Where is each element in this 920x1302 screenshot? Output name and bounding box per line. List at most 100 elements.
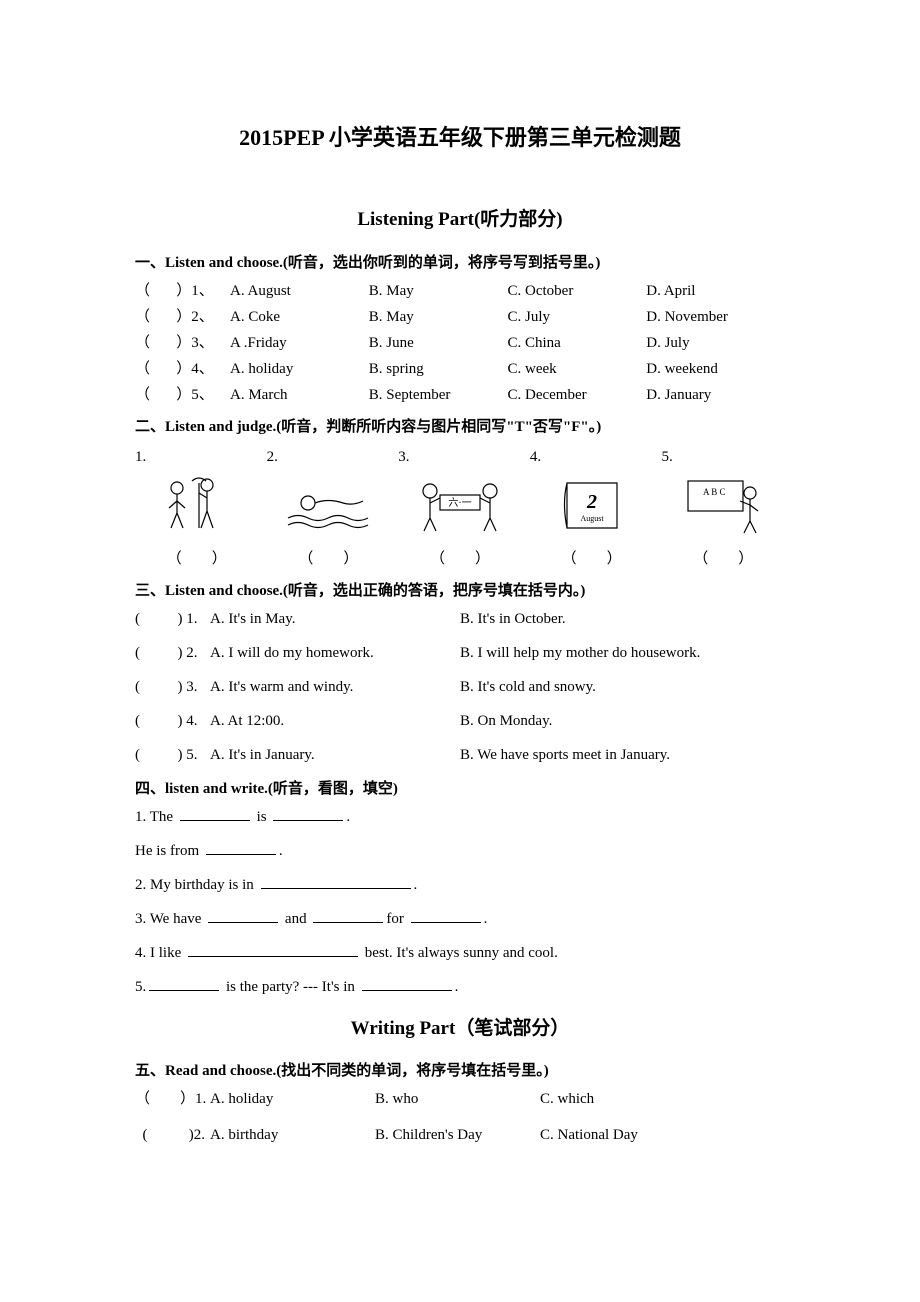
opt-a: A. It's warm and windy.	[210, 675, 460, 699]
blank	[411, 922, 481, 923]
paren: ( ) 3.	[135, 675, 210, 699]
img-num: 1.	[135, 445, 259, 469]
paren: ( ) 4.	[135, 709, 210, 733]
paren: ( ) 2.	[135, 641, 210, 665]
listening-part-title: Listening Part(听力部分)	[135, 205, 785, 235]
text: .	[346, 809, 350, 825]
children-banner-icon: 六·一	[398, 471, 522, 541]
opt-b: B. It's cold and snowy.	[460, 675, 785, 699]
s1-row: （ ）4、 A. holiday B. spring C. week D. we…	[135, 357, 785, 381]
blank	[180, 820, 250, 821]
text: 3. We have	[135, 911, 205, 927]
blank	[206, 854, 276, 855]
opt-a: A. It's in January.	[210, 743, 460, 767]
blank	[149, 990, 219, 991]
writing-part-title: Writing Part（笔试部分）	[135, 1014, 785, 1044]
opt-b: B. May	[369, 305, 508, 329]
paren: ( ) 5.	[135, 743, 210, 767]
text: He is from	[135, 843, 203, 859]
opt-c: C. which	[540, 1087, 785, 1111]
opt-b: B. May	[369, 279, 508, 303]
paren: （ ）2、	[135, 305, 230, 329]
svg-text:August: August	[580, 514, 604, 523]
opt-b: B. Children's Day	[375, 1123, 540, 1147]
opt-a: A. At 12:00.	[210, 709, 460, 733]
img-num: 2.	[267, 445, 391, 469]
text: .	[279, 843, 283, 859]
s4-line2: He is from .	[135, 839, 785, 863]
blank	[208, 922, 278, 923]
opt-d: D. July	[646, 331, 785, 355]
s3-row: ( ) 4. A. At 12:00. B. On Monday.	[135, 709, 785, 733]
opt-c: C. July	[508, 305, 647, 329]
s4-line1: 1. The is .	[135, 805, 785, 829]
opt-a: A. holiday	[210, 1087, 375, 1111]
opt-a: A. I will do my homework.	[210, 641, 460, 665]
text: .	[414, 877, 418, 893]
img-num: 4.	[530, 445, 654, 469]
img-num: 5.	[662, 445, 786, 469]
paren: （ ）4、	[135, 357, 230, 381]
s3-row: ( ) 1. A. It's in May. B. It's in Octobe…	[135, 607, 785, 631]
paren: （ ）	[662, 547, 786, 571]
opt-d: D. weekend	[646, 357, 785, 381]
opt-d: D. November	[646, 305, 785, 329]
text: best. It's always sunny and cool.	[361, 945, 558, 961]
swimming-icon	[267, 471, 391, 541]
opt-c: C. week	[508, 357, 647, 381]
text: 1. The	[135, 809, 177, 825]
opt-a: A. August	[230, 279, 369, 303]
paren-row: （ ） （ ） （ ） （ ） （ ）	[135, 547, 785, 571]
blank	[313, 922, 383, 923]
section2-header: 二、Listen and judge.(听音，判断所听内容与图片相同写"T"否写…	[135, 415, 785, 439]
opt-b: B. It's in October.	[460, 607, 785, 631]
s1-row: （ ）2、 A. Coke B. May C. July D. November	[135, 305, 785, 329]
text: is the party? --- It's in	[222, 979, 358, 995]
section1-header: 一、Listen and choose.(听音，选出你听到的单词，将序号写到括号…	[135, 251, 785, 275]
section3-header: 三、Listen and choose.(听音，选出正确的答语，把序号填在括号内…	[135, 579, 785, 603]
opt-c: C. October	[508, 279, 647, 303]
opt-c: C. China	[508, 331, 647, 355]
svg-text:2: 2	[586, 491, 597, 513]
opt-b: B. We have sports meet in January.	[460, 743, 785, 767]
opt-b: B. I will help my mother do housework.	[460, 641, 785, 665]
img-num: 3.	[398, 445, 522, 469]
opt-b: B. spring	[369, 357, 508, 381]
svg-text:六·一: 六·一	[448, 497, 471, 509]
blank	[362, 990, 452, 991]
opt-d: D. January	[646, 383, 785, 407]
opt-b: B. On Monday.	[460, 709, 785, 733]
opt-a: A. holiday	[230, 357, 369, 381]
opt-a: A. birthday	[210, 1123, 375, 1147]
s4-line3: 2. My birthday is in .	[135, 873, 785, 897]
s1-row: （ ）3、 A .Friday B. June C. China D. July	[135, 331, 785, 355]
text: 2. My birthday is in	[135, 877, 258, 893]
teacher-blackboard-icon: A B C	[662, 471, 786, 541]
opt-c: C. National Day	[540, 1123, 785, 1147]
s3-row: ( ) 5. A. It's in January. B. We have sp…	[135, 743, 785, 767]
opt-a: A .Friday	[230, 331, 369, 355]
opt-b: B. June	[369, 331, 508, 355]
opt-b: B. who	[375, 1087, 540, 1111]
planting-tree-icon	[135, 471, 259, 541]
calendar-icon: 2 August	[530, 471, 654, 541]
main-title: 2015PEP 小学英语五年级下册第三单元检测题	[135, 120, 785, 155]
text: for	[386, 911, 407, 927]
paren: ( )2.	[135, 1123, 210, 1147]
opt-c: C. December	[508, 383, 647, 407]
opt-a: A. Coke	[230, 305, 369, 329]
paren: （ ）	[530, 547, 654, 571]
s5-row: （ ）1. A. holiday B. who C. which	[135, 1087, 785, 1111]
blank	[261, 888, 411, 889]
s1-row: （ ）1、 A. August B. May C. October D. Apr…	[135, 279, 785, 303]
text: and	[281, 911, 310, 927]
s5-row: ( )2. A. birthday B. Children's Day C. N…	[135, 1123, 785, 1147]
s4-line6: 5. is the party? --- It's in .	[135, 975, 785, 999]
opt-a: A. March	[230, 383, 369, 407]
section4-header: 四、listen and write.(听音，看图，填空)	[135, 777, 785, 801]
opt-a: A. It's in May.	[210, 607, 460, 631]
opt-b: B. September	[369, 383, 508, 407]
images-row: 1. 2. 3. 六·一	[135, 445, 785, 541]
s4-line5: 4. I like best. It's always sunny and co…	[135, 941, 785, 965]
opt-d: D. April	[646, 279, 785, 303]
